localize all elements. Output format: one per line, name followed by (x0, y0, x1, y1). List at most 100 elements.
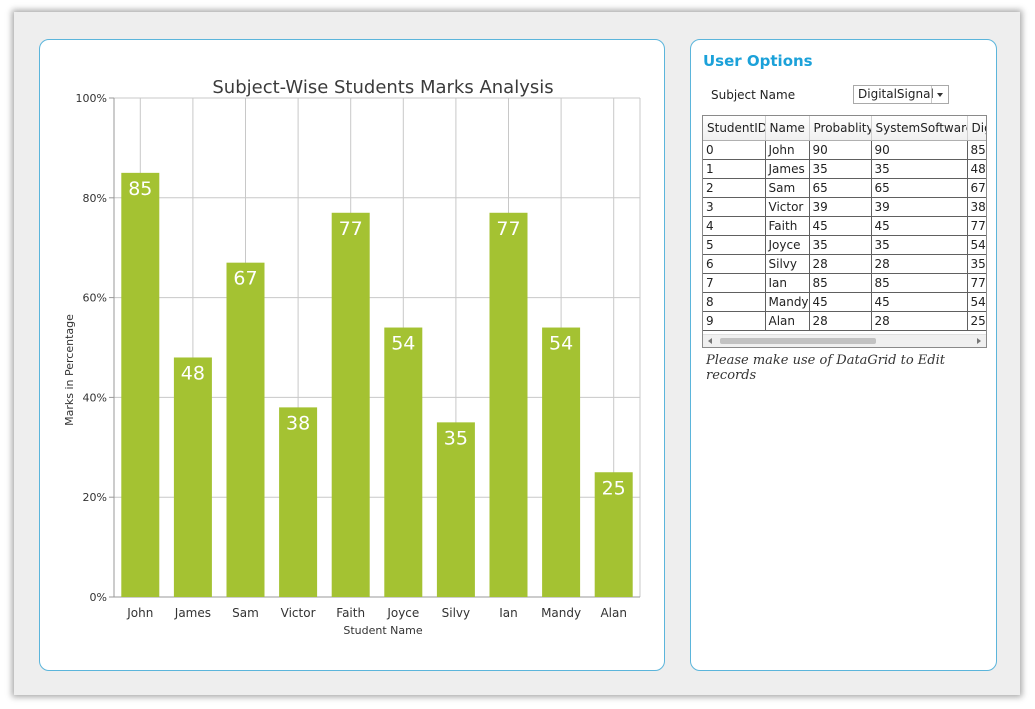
bar[interactable] (594, 472, 633, 597)
bar[interactable] (542, 327, 581, 597)
column-header[interactable]: Name (765, 116, 810, 141)
x-tick-label: James (174, 606, 211, 620)
table-cell[interactable]: 67 (967, 178, 986, 198)
table-cell[interactable]: 90 (871, 140, 968, 160)
table-cell[interactable]: 54 (967, 292, 986, 312)
table-cell[interactable]: 7 (703, 273, 766, 293)
table-cell[interactable]: Faith (765, 216, 810, 236)
table-cell[interactable]: 35 (871, 159, 968, 179)
table-cell[interactable]: Joyce (765, 235, 810, 255)
x-tick-label: Ian (499, 606, 518, 620)
dropdown-arrow[interactable] (931, 86, 948, 103)
x-tick-label: John (126, 606, 153, 620)
scrollbar-thumb[interactable] (720, 338, 876, 344)
bar-value-label: 85 (128, 178, 152, 200)
table-cell[interactable]: 85 (871, 273, 968, 293)
table-cell[interactable]: 38 (967, 197, 986, 217)
table-cell[interactable]: 54 (967, 235, 986, 255)
bar[interactable] (436, 422, 475, 597)
table-cell[interactable]: Ian (765, 273, 810, 293)
table-cell[interactable]: 48 (967, 159, 986, 179)
table-cell[interactable]: 2 (703, 178, 766, 198)
table-cell[interactable]: 65 (871, 178, 968, 198)
table-cell[interactable]: 45 (809, 292, 872, 312)
table-cell[interactable]: 39 (871, 197, 968, 217)
scroll-left-icon[interactable] (708, 338, 712, 344)
table-cell[interactable]: James (765, 159, 810, 179)
bar[interactable] (279, 407, 318, 597)
table-row[interactable]: 8 Mandy 45 45 54 (703, 292, 986, 312)
table-cell[interactable]: Mandy (765, 292, 810, 312)
table-row[interactable]: 5 Joyce 35 35 54 (703, 235, 986, 255)
table-cell[interactable]: 28 (809, 254, 872, 274)
table-cell[interactable]: Sam (765, 178, 810, 198)
table-row[interactable]: 7 Ian 85 85 77 (703, 273, 986, 293)
table-cell[interactable]: 9 (703, 311, 766, 331)
table-cell[interactable]: 35 (809, 235, 872, 255)
table-cell[interactable]: 85 (809, 273, 872, 293)
table-row[interactable]: 6 Silvy 28 28 35 (703, 254, 986, 274)
bar[interactable] (121, 172, 160, 597)
column-header[interactable]: StudentID (703, 116, 766, 141)
table-cell[interactable]: 28 (809, 311, 872, 331)
column-header[interactable]: Probablity (809, 116, 872, 141)
table-cell[interactable]: 35 (809, 159, 872, 179)
bar[interactable] (384, 327, 423, 597)
table-row[interactable]: 9 Alan 28 28 25 (703, 311, 986, 331)
table-cell[interactable]: 35 (967, 254, 986, 274)
table-cell[interactable]: 28 (871, 254, 968, 274)
subject-dropdown[interactable]: DigitalSignal (853, 85, 949, 104)
bar[interactable] (489, 212, 528, 597)
app-window: Subject-Wise Students Marks Analysis 0% 2… (14, 12, 1020, 695)
table-cell[interactable]: 0 (703, 140, 766, 160)
x-tick-label: Silvy (442, 606, 471, 620)
table-cell[interactable]: 5 (703, 235, 766, 255)
table-cell[interactable]: Silvy (765, 254, 810, 274)
table-cell[interactable]: 6 (703, 254, 766, 274)
y-tick-label: 80% (83, 192, 107, 205)
user-options-panel: User Options Subject Name DigitalSignal … (690, 39, 997, 671)
bar-chart: Subject-Wise Students Marks Analysis 0% 2… (63, 77, 641, 637)
table-cell[interactable]: John (765, 140, 810, 160)
subject-dropdown-value: DigitalSignal (858, 87, 934, 101)
table-cell[interactable]: 3 (703, 197, 766, 217)
table-cell[interactable]: 4 (703, 216, 766, 236)
bar[interactable] (331, 212, 370, 597)
table-cell[interactable]: 45 (871, 292, 968, 312)
table-cell[interactable]: 39 (809, 197, 872, 217)
table-row[interactable]: 1 James 35 35 48 (703, 159, 986, 179)
bar-value-label: 35 (444, 427, 468, 449)
bar[interactable] (173, 357, 212, 597)
column-header[interactable]: SystemSoftware (871, 116, 968, 141)
table-cell[interactable]: 28 (871, 311, 968, 331)
table-cell[interactable]: 77 (967, 216, 986, 236)
table-cell[interactable]: 8 (703, 292, 766, 312)
table-row[interactable]: 0 John 90 90 85 (703, 140, 986, 160)
horizontal-scrollbar[interactable] (703, 334, 986, 347)
table-cell[interactable]: 65 (809, 178, 872, 198)
table-cell[interactable]: 77 (967, 273, 986, 293)
table-row[interactable]: 2 Sam 65 65 67 (703, 178, 986, 198)
column-header[interactable]: Dig (967, 116, 986, 141)
hint-text: Please make use of DataGrid to Edit reco… (706, 353, 946, 383)
table-cell[interactable]: Alan (765, 311, 810, 331)
table-cell[interactable]: 90 (809, 140, 872, 160)
chart-title: Subject-Wise Students Marks Analysis (212, 77, 553, 98)
table-cell[interactable]: 1 (703, 159, 766, 179)
table-cell[interactable]: 45 (809, 216, 872, 236)
table-row[interactable]: 3 Victor 39 39 38 (703, 197, 986, 217)
bar-value-label: 38 (286, 412, 310, 434)
datagrid-table: StudentIDNameProbablitySystemSoftwareDig… (703, 116, 986, 331)
table-cell[interactable]: 25 (967, 311, 986, 331)
x-tick-label: Joyce (386, 606, 419, 620)
table-row[interactable]: 4 Faith 45 45 77 (703, 216, 986, 236)
table-cell[interactable]: Victor (765, 197, 810, 217)
bar[interactable] (226, 262, 265, 597)
table-cell[interactable]: 85 (967, 140, 986, 160)
students-datagrid[interactable]: StudentIDNameProbablitySystemSoftwareDig… (702, 115, 987, 348)
table-cell[interactable]: 45 (871, 216, 968, 236)
y-axis-label: Marks in Percentage (63, 314, 76, 426)
chevron-down-icon (937, 92, 943, 97)
scroll-right-icon[interactable] (977, 338, 981, 344)
table-cell[interactable]: 35 (871, 235, 968, 255)
